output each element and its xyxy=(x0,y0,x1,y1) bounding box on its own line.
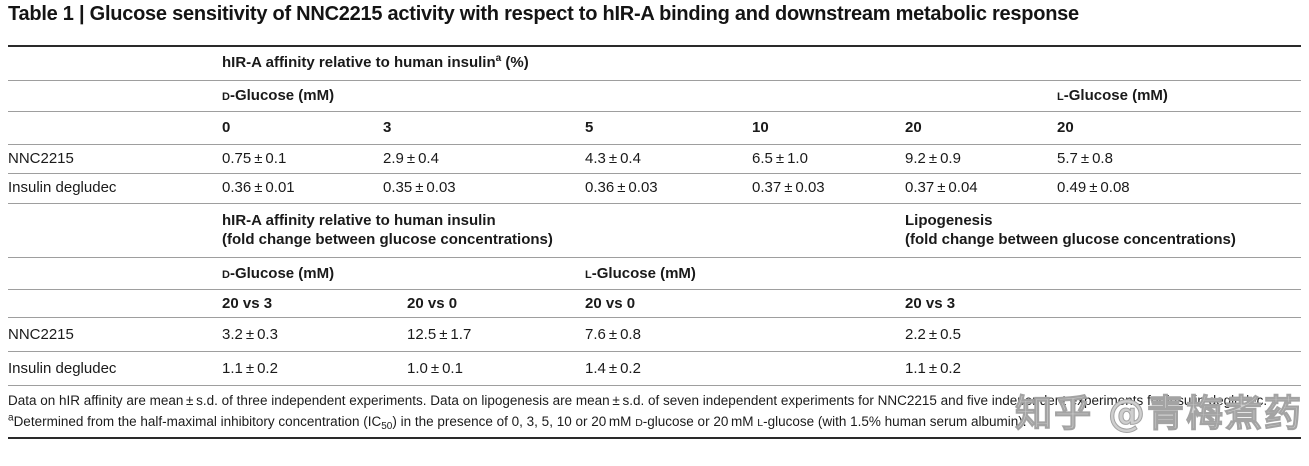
comparison-col-header: 20 vs 0 xyxy=(407,289,585,318)
table-cell: 4.3 ± 0.4 xyxy=(585,144,752,174)
row-label: NNC2215 xyxy=(8,144,222,174)
fold-change-table: hIR-A affinity relative to human insulin… xyxy=(8,203,1301,386)
footnote-a-text: -glucose (with 1.5% human serum albumin)… xyxy=(763,414,1027,429)
table-cell: 1.0 ± 0.1 xyxy=(407,351,585,386)
spacer-cell xyxy=(8,111,222,145)
table-cell: 0.36 ± 0.03 xyxy=(585,173,752,204)
table-cell: 2.2 ± 0.5 xyxy=(905,317,1301,352)
table-row: Insulin degludec 0.36 ± 0.01 0.35 ± 0.03… xyxy=(8,173,1302,204)
row-label: Insulin degludec xyxy=(8,351,222,386)
ic50-subscript: 50 xyxy=(381,421,393,432)
header-row-glucose-type-2: D-Glucose (mM) L-Glucose (mM) xyxy=(8,257,1301,290)
spacer-cell xyxy=(905,257,1301,290)
header-row-comparisons: 20 vs 3 20 vs 0 20 vs 0 20 vs 3 xyxy=(8,289,1301,318)
table-row: Insulin degludec 1.1 ± 0.2 1.0 ± 0.1 1.4… xyxy=(8,351,1301,386)
d-glucose-header-cell: D-Glucose (mM) xyxy=(222,80,1057,112)
smallcap-l: L xyxy=(757,417,764,429)
comparison-col-header: 20 vs 0 xyxy=(585,289,905,318)
conc-col-header: 20 xyxy=(1057,111,1302,145)
lipogenesis-header-cell: Lipogenesis (fold change between glucose … xyxy=(905,203,1301,258)
table-cell: 0.37 ± 0.04 xyxy=(905,173,1057,204)
footnote-general: Data on hIR affinity are mean ± s.d. of … xyxy=(8,393,1268,408)
table-cell: 7.6 ± 0.8 xyxy=(585,317,905,352)
affinity-header-text: hIR-A affinity relative to human insulin xyxy=(222,54,496,72)
table-cell: 1.1 ± 0.2 xyxy=(905,351,1301,386)
table-cell: 0.75 ± 0.1 xyxy=(222,144,383,174)
footnote-marker-a: a xyxy=(495,53,502,65)
lipogenesis-line1: Lipogenesis xyxy=(905,211,993,229)
header-row-concentrations: 0 3 5 10 20 20 xyxy=(8,111,1302,145)
table-title: Table 1 | Glucose sensitivity of NNC2215… xyxy=(8,3,1079,25)
table-cell: 0.36 ± 0.01 xyxy=(222,173,383,204)
conc-col-header: 5 xyxy=(585,111,752,145)
footnote-a-marker: a xyxy=(8,412,14,424)
smallcap-d: D xyxy=(222,268,230,281)
affinity-concentration-table: hIR-A affinity relative to human insulin… xyxy=(8,45,1302,204)
spacer-cell xyxy=(8,289,222,318)
table-cell: 5.7 ± 0.8 xyxy=(1057,144,1302,174)
l-glucose-label: -Glucose (mM) xyxy=(591,264,696,282)
row-label: NNC2215 xyxy=(8,317,222,352)
spacer-cell xyxy=(8,203,222,258)
table-cell: 1.1 ± 0.2 xyxy=(222,351,407,386)
l-glucose-header-cell: L-Glucose (mM) xyxy=(585,257,905,290)
table-cell: 0.35 ± 0.03 xyxy=(383,173,585,204)
lipogenesis-line2: (fold change between glucose concentrati… xyxy=(905,230,1236,248)
smallcap-d: D xyxy=(222,90,230,103)
conc-col-header: 10 xyxy=(752,111,905,145)
spacer-cell xyxy=(8,46,222,81)
table-cell: 2.9 ± 0.4 xyxy=(383,144,585,174)
table-row: NNC2215 0.75 ± 0.1 2.9 ± 0.4 4.3 ± 0.4 6… xyxy=(8,144,1302,174)
spacer-cell xyxy=(8,257,222,290)
smallcap-d: D xyxy=(635,417,643,429)
table-cell: 6.5 ± 1.0 xyxy=(752,144,905,174)
affinity-fold-line2: (fold change between glucose concentrati… xyxy=(222,230,553,248)
affinity-fold-line1: hIR-A affinity relative to human insulin xyxy=(222,211,496,229)
l-glucose-header-cell: L-Glucose (mM) xyxy=(1057,80,1302,112)
affinity-fold-header-cell: hIR-A affinity relative to human insulin… xyxy=(222,203,905,258)
affinity-header-suffix: (%) xyxy=(501,54,529,72)
header-row-fold-change: hIR-A affinity relative to human insulin… xyxy=(8,203,1301,258)
l-glucose-label: -Glucose (mM) xyxy=(1063,86,1168,104)
table-cell: 12.5 ± 1.7 xyxy=(407,317,585,352)
table-cell: 0.37 ± 0.03 xyxy=(752,173,905,204)
smallcap-l: L xyxy=(1057,90,1064,103)
footnote-a-text: -glucose or 20 mM xyxy=(642,414,758,429)
footnote-a-text: Determined from the half-maximal inhibit… xyxy=(13,414,382,429)
conc-col-header: 0 xyxy=(222,111,383,145)
table-cell: 3.2 ± 0.3 xyxy=(222,317,407,352)
table-footnotes: Data on hIR affinity are mean ± s.d. of … xyxy=(8,390,1301,439)
table-cell: 0.49 ± 0.08 xyxy=(1057,173,1302,204)
table-cell: 9.2 ± 0.9 xyxy=(905,144,1057,174)
d-glucose-header-cell: D-Glucose (mM) xyxy=(222,257,585,290)
comparison-col-header: 20 vs 3 xyxy=(905,289,1301,318)
table-row: NNC2215 3.2 ± 0.3 12.5 ± 1.7 7.6 ± 0.8 2… xyxy=(8,317,1301,352)
header-row-glucose-type: D-Glucose (mM) L-Glucose (mM) xyxy=(8,80,1302,112)
affinity-header-cell: hIR-A affinity relative to human insulin… xyxy=(222,46,1302,81)
comparison-col-header: 20 vs 3 xyxy=(222,289,407,318)
spacer-cell xyxy=(8,80,222,112)
smallcap-l: L xyxy=(585,268,592,281)
d-glucose-label: -Glucose (mM) xyxy=(229,86,335,104)
d-glucose-label: -Glucose (mM) xyxy=(229,264,335,282)
footnote-a-text: ) in the presence of 0, 3, 5, 10 or 20 m… xyxy=(392,414,636,429)
conc-col-header: 20 xyxy=(905,111,1057,145)
header-row-affinity: hIR-A affinity relative to human insulin… xyxy=(8,46,1302,81)
row-label: Insulin degludec xyxy=(8,173,222,204)
conc-col-header: 3 xyxy=(383,111,585,145)
table-cell: 1.4 ± 0.2 xyxy=(585,351,905,386)
footnote-a: aDetermined from the half-maximal inhibi… xyxy=(8,411,1301,434)
